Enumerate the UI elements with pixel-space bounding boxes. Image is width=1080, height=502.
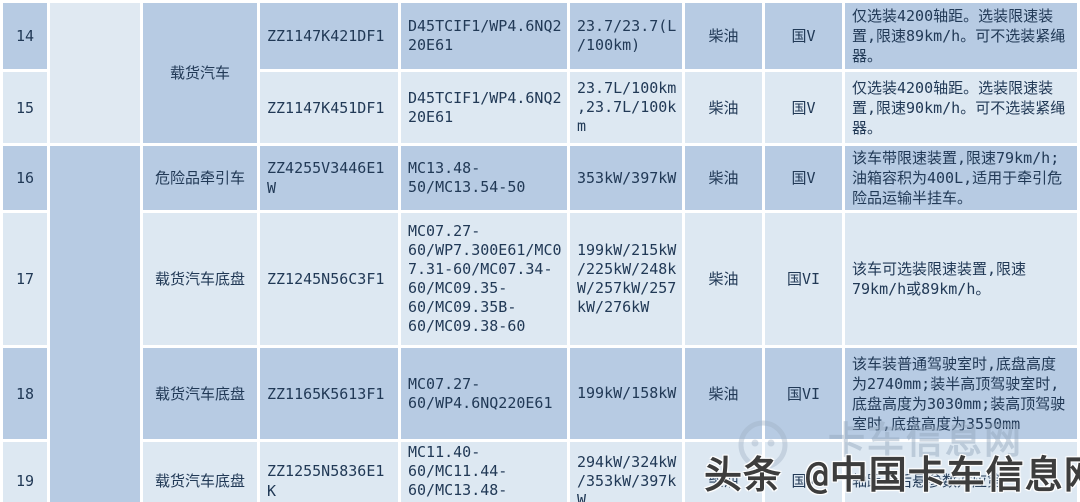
fuel-cell: 柴油 (685, 146, 762, 210)
emission-cell: 国V (765, 442, 842, 502)
table-row: 19 载货汽车底盘 ZZ1255N5836E1K MC11.40-60/MC11… (3, 442, 1077, 502)
engine-cell: MC07.27-60/WP4.6NQ220E61 (401, 348, 567, 439)
model-code-cell: ZZ4255V3446E1W (260, 146, 398, 210)
power-cell: 23.7L/100km,23.7L/100km (570, 72, 682, 143)
emission-cell: 国VI (765, 348, 842, 439)
engine-cell: D45TCIF1/WP4.6NQ220E61 (401, 72, 567, 143)
table-row: 16 危险品牵引车 ZZ4255V3446E1W MC13.48-50/MC13… (3, 146, 1077, 502)
model-code-cell: ZZ1245N56C3F1 (260, 213, 398, 345)
fuel-cell: 柴油 (685, 3, 762, 69)
remark-cell: 仅选装4200轴距。选装限速装置,限速89km/h。可不选装紧绳器。 (845, 3, 1077, 69)
engine-cell: MC11.40-60/MC11.44-60/MC13.48-50/MC13.54… (401, 442, 567, 502)
engine-cell: MC07.27-60/WP7.300E61/MC07.31-60/MC07.34… (401, 213, 567, 345)
vehicle-type-cell: 危险品牵引车 (143, 146, 257, 210)
vehicle-type-cell: 载货汽车底盘 (143, 213, 257, 345)
row-number-cell: 18 (3, 348, 47, 439)
remark-cell: 轴距及后悬参数对应第 (845, 442, 1077, 502)
engine-cell: MC13.48-50/MC13.54-50 (401, 146, 567, 210)
table-row: 14 载货汽车 ZZ1147K421DF1 D45TCIF1/WP4.6NQ22… (3, 3, 1077, 143)
remark-cell: 仅选装4200轴距。选装限速装置,限速90km/h。可不选装紧绳器。 (845, 72, 1077, 143)
model-code-cell: ZZ1255N5836E1K (260, 442, 398, 502)
fuel-cell: 柴油 (685, 442, 762, 502)
engine-cell: D45TCIF1/WP4.6NQ220E61 (401, 3, 567, 69)
model-code-cell: ZZ1147K421DF1 (260, 3, 398, 69)
remark-cell: 该车可选装限速装置,限速79km/h或89km/h。 (845, 213, 1077, 345)
fuel-cell: 柴油 (685, 348, 762, 439)
row-number-cell: 16 (3, 146, 47, 210)
vehicle-type-cell: 载货汽车底盘 (143, 348, 257, 439)
fuel-cell: 柴油 (685, 213, 762, 345)
emission-cell: 国V (765, 146, 842, 210)
row-number-cell: 17 (3, 213, 47, 345)
power-cell: 199kW/158kW (570, 348, 682, 439)
power-cell: 199kW/215kW/225kW/248kW/257kW/257kW/276k… (570, 213, 682, 345)
group-cell (50, 3, 140, 143)
emission-cell: 国VI (765, 213, 842, 345)
power-cell: 353kW/397kW (570, 146, 682, 210)
row-number-cell: 15 (3, 72, 47, 143)
emission-cell: 国V (765, 72, 842, 143)
power-cell: 23.7/23.7(L/100km) (570, 3, 682, 69)
row-number-cell: 14 (3, 3, 47, 69)
row-number-cell: 19 (3, 442, 47, 502)
vehicle-type-cell: 载货汽车底盘 (143, 442, 257, 502)
remark-cell: 该车装普通驾驶室时,底盘高度为2740mm;装半高顶驾驶室时,底盘高度为3030… (845, 348, 1077, 439)
fuel-cell: 柴油 (685, 72, 762, 143)
emission-cell: 国V (765, 3, 842, 69)
power-cell: 294kW/324kW/353kW/397kW (570, 442, 682, 502)
group-cell (50, 146, 140, 502)
model-code-cell: ZZ1147K451DF1 (260, 72, 398, 143)
remark-cell: 该车带限速装置,限速79km/h;油箱容积为400L,适用于牵引危险品运输半挂车… (845, 146, 1077, 210)
model-code-cell: ZZ1165K5613F1 (260, 348, 398, 439)
table-row: 15 ZZ1147K451DF1 D45TCIF1/WP4.6NQ220E61 … (3, 72, 1077, 143)
vehicle-type-cell: 载货汽车 (143, 3, 257, 143)
table-row: 18 载货汽车底盘 ZZ1165K5613F1 MC07.27-60/WP4.6… (3, 348, 1077, 439)
table-row: 17 载货汽车底盘 ZZ1245N56C3F1 MC07.27-60/WP7.3… (3, 213, 1077, 345)
